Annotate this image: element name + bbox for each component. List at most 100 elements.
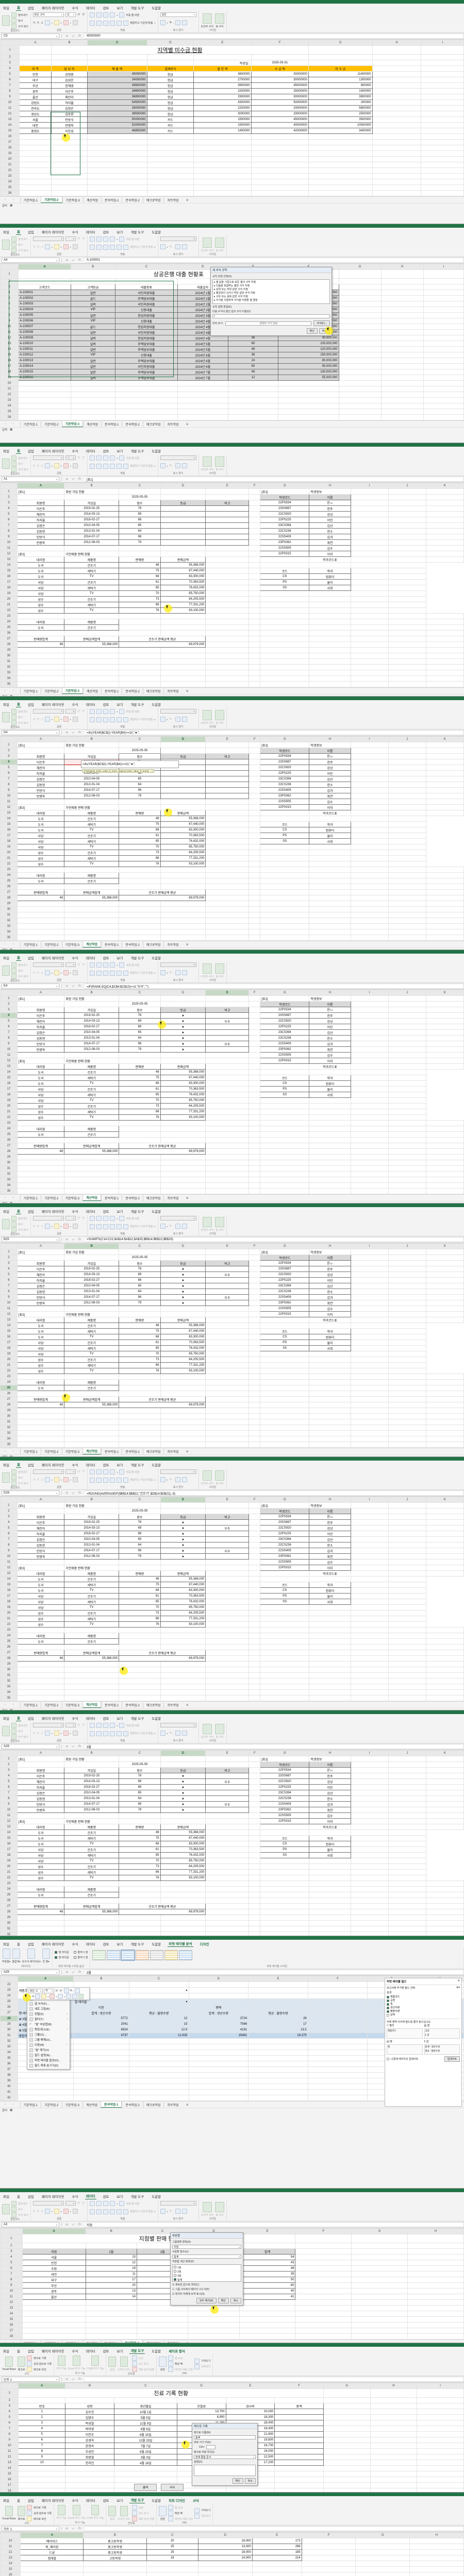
name-box[interactable]: A4 ▾ (2, 258, 59, 263)
cell[interactable]: 85,750,000 (160, 1604, 206, 1611)
ribbon-tab-5[interactable]: 데이터 (86, 1210, 95, 1214)
cell-grade[interactable] (160, 522, 206, 529)
cell[interactable] (16, 1920, 65, 1926)
t3-col-1[interactable]: 제품명 (64, 810, 120, 816)
cell[interactable] (248, 1188, 261, 1194)
cell[interactable] (64, 1627, 120, 1633)
col-header-K[interactable]: K (425, 483, 464, 489)
sheet-row[interactable]: 30 (0, 1920, 464, 1926)
row-header-24[interactable]: 24 (0, 1886, 18, 1892)
cell[interactable] (307, 2072, 368, 2078)
com-addins-icon[interactable] (91, 2505, 100, 2515)
cancel-formula-icon[interactable]: ✕ (65, 731, 69, 735)
table-header-row[interactable]: 27 판매량합계 판매금액합계 건조기 판매금액 평균 (0, 889, 464, 895)
cell[interactable]: TV (64, 1587, 120, 1594)
table-row[interactable]: 20 성수 건조기 73 84,205,500 (0, 1103, 464, 1109)
ribbon-tab-1[interactable]: 홈 (16, 2195, 20, 2199)
cell[interactable]: 건조기 (64, 1610, 120, 1616)
pivot-value[interactable]: 12 (128, 2015, 189, 2022)
fill-color-icon[interactable] (54, 463, 59, 468)
cell[interactable]: 김동현 (16, 1035, 65, 1041)
group-styles[interactable]: 조건부 서식 표 서식 스타일 (199, 2200, 227, 2221)
cell[interactable] (119, 901, 161, 907)
row-header-30[interactable]: 30 (0, 906, 18, 912)
cell[interactable] (421, 54, 464, 60)
cell[interactable] (205, 1678, 250, 1684)
cell[interactable]: 사당 (16, 1340, 65, 1346)
row-header-20[interactable]: 20 (0, 850, 18, 856)
sheet-tab-4[interactable]: 분석작업-1 (101, 688, 122, 694)
row-header-8[interactable]: 8 (0, 782, 18, 788)
cell[interactable]: 83,300,000 (160, 827, 206, 833)
sheet-row[interactable]: 29 (0, 1661, 464, 1667)
cell-grade[interactable]: ★ (160, 1294, 206, 1300)
col-header-K[interactable]: K (425, 1750, 464, 1756)
grow-font-icon[interactable]: 가ˆ (77, 13, 81, 16)
col-title-0[interactable]: 지점 (22, 2248, 86, 2255)
cell-note[interactable] (205, 517, 250, 523)
cell[interactable]: 2018-02-27 (64, 1784, 120, 1790)
table-row[interactable]: 20 성수 건조기 73 84,205,500 (0, 850, 464, 856)
cell[interactable] (423, 403, 464, 409)
cell[interactable] (16, 1177, 65, 1183)
table3-tag[interactable]: [표3] (16, 551, 65, 557)
cell[interactable] (19, 156, 52, 162)
phonetic-icon[interactable] (72, 1731, 78, 1736)
ribbon-tab-bar[interactable]: 파일 홈 삽입 페이지 레이아웃 수식 데이터 검토 보기 개발 도구 도움말 (0, 447, 464, 454)
row-header-27[interactable]: 27 (0, 1650, 18, 1656)
group-xml[interactable]: 원본 맵 속성 확장 팩 데이터 새로 고침 가져오기 내보내기 XML (157, 2504, 213, 2525)
row-header-10[interactable]: 10 (0, 1553, 18, 1560)
sheet-tab-0[interactable]: 기본작업-1 (20, 688, 41, 694)
t2-cell[interactable]: 김겨 (309, 1548, 351, 1554)
cell[interactable] (425, 1413, 464, 1419)
cell[interactable] (425, 613, 464, 619)
t2-cell[interactable]: 최연 (309, 1807, 351, 1813)
col-header-D[interactable]: D (160, 990, 206, 996)
crit-col-1[interactable]: 제품명 (64, 1633, 120, 1639)
col-header-I[interactable]: I (350, 736, 389, 742)
cell[interactable]: 사당 (16, 1852, 65, 1858)
t2-sub-cell[interactable]: CS (260, 573, 310, 580)
cell[interactable] (388, 1120, 426, 1126)
cell[interactable] (160, 1689, 206, 1696)
cell[interactable] (119, 1154, 161, 1160)
sheet-row[interactable]: 12 [표3] 가전제품 판매 현황 22PS015 이지 (0, 1818, 464, 1824)
row-header-15[interactable]: 15 (0, 2566, 21, 2572)
cell[interactable] (64, 1374, 120, 1380)
ribbon-tab-7[interactable]: 보기 (117, 1942, 123, 1946)
table-row[interactable]: 28 48 55,368,000 69,979,000 (0, 1909, 464, 1915)
increase-indent-icon[interactable] (117, 1731, 122, 1736)
cell-note[interactable] (205, 1542, 250, 1548)
cell[interactable] (248, 1374, 261, 1380)
cell[interactable]: 건조기 (64, 833, 120, 839)
table-row[interactable]: 15 도곡 세탁기 75 67,440,000 코드 학과 (0, 821, 464, 827)
group-styles[interactable]: 조건부 서식 표 서식 스타일 (199, 961, 227, 982)
row-header-30[interactable]: 30 (0, 1667, 18, 1673)
cell[interactable]: 69,979,000 (119, 1148, 206, 1155)
cell[interactable]: 건조기 (64, 878, 120, 884)
table-row[interactable]: 4 이은주 2019-02-25 78 ★ 23SS697 한주 (0, 1519, 464, 1526)
table2-tag[interactable]: [표2] (260, 1249, 310, 1255)
col-header-E[interactable]: E (205, 1750, 250, 1756)
cell[interactable] (16, 1188, 65, 1194)
cell[interactable]: 광주 (19, 88, 52, 94)
ribbon-tab-5[interactable]: 데이터 (86, 2349, 95, 2353)
cell[interactable] (425, 867, 464, 873)
col-header-D[interactable]: D (188, 1976, 249, 1982)
sheet-row[interactable]: 1 [표1] 회원 가입 현황 [표2] 학생정보 (0, 1249, 464, 1255)
sheet-tab-5[interactable]: 분석작업-2 (122, 1448, 142, 1454)
cell-note[interactable] (205, 511, 250, 517)
col-header-D[interactable]: D (160, 1497, 206, 1503)
cell[interactable] (260, 675, 310, 682)
cell[interactable]: 9 (18, 2454, 66, 2460)
cell[interactable] (205, 1914, 250, 1921)
cell[interactable] (119, 1419, 161, 1425)
t2-sub-cell[interactable]: CS (260, 1334, 310, 1340)
name-box[interactable]: A3 ▾ (2, 2222, 59, 2227)
cell[interactable]: 2012-08-03 (64, 1553, 120, 1560)
row-header-13[interactable]: 13 (0, 1570, 18, 1577)
